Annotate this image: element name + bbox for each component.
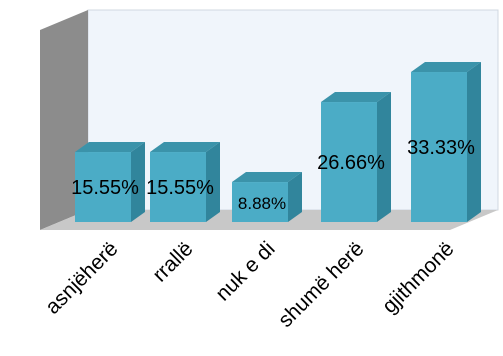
bar-1 (150, 142, 220, 222)
category-label-0: asnjëherë (41, 237, 122, 318)
bar-side (467, 62, 481, 222)
data-label-1: 15.55% (146, 177, 214, 199)
bar-front (232, 182, 288, 222)
bar-top (232, 172, 302, 183)
bar-side (288, 172, 302, 222)
category-label-3: shumë herë (274, 237, 369, 332)
bar-top (75, 142, 145, 153)
category-label-1: rrallë (148, 237, 197, 286)
bar-side (131, 142, 145, 222)
bar-front (75, 152, 131, 222)
bar-front (150, 152, 206, 222)
category-label-4: gjithmonë (378, 237, 459, 318)
bar-front (321, 102, 377, 222)
bar-4 (411, 62, 481, 222)
data-label-3: 26.66% (317, 152, 385, 174)
category-label-2: nuk e di (211, 237, 279, 305)
bar-top (411, 62, 481, 73)
bar-front (411, 72, 467, 222)
bar-side (377, 92, 391, 222)
bar-side (206, 142, 220, 222)
bar-3 (321, 92, 391, 222)
data-label-2: 8.88% (238, 194, 286, 213)
bars-group (75, 62, 481, 222)
bar-0 (75, 142, 145, 222)
bar-top (321, 92, 391, 103)
data-label-0: 15.55% (71, 177, 139, 199)
data-label-4: 33.33% (407, 137, 475, 159)
bar-2 (232, 172, 302, 222)
bar-top (150, 142, 220, 153)
data-labels-group: 15.55% 15.55% 8.88% 26.66% 33.33% (71, 137, 475, 213)
